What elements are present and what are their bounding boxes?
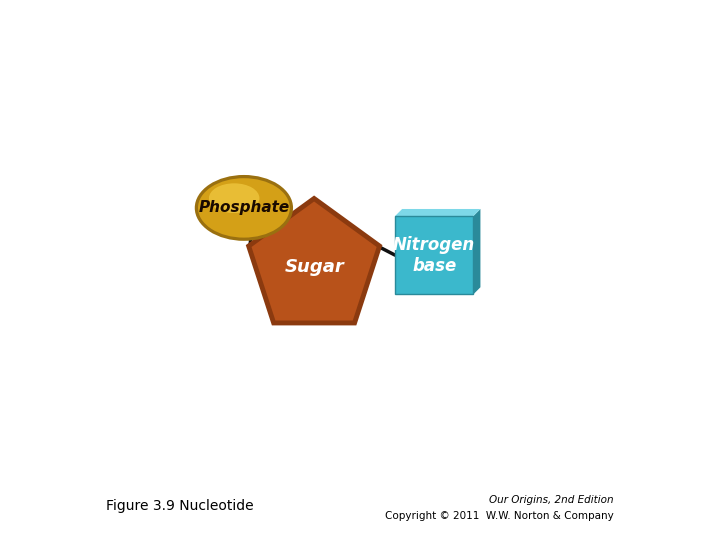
Ellipse shape — [209, 183, 259, 213]
Ellipse shape — [198, 178, 289, 238]
Polygon shape — [246, 195, 382, 326]
Text: Nitrogen: Nitrogen — [393, 237, 475, 254]
FancyBboxPatch shape — [395, 216, 474, 294]
Text: Sugar: Sugar — [284, 258, 344, 276]
Text: Phosphate: Phosphate — [198, 200, 289, 215]
Text: Copyright © 2011  W.W. Norton & Company: Copyright © 2011 W.W. Norton & Company — [385, 511, 613, 521]
Text: Figure 3.9 Nucleotide: Figure 3.9 Nucleotide — [107, 499, 254, 513]
Polygon shape — [250, 200, 378, 322]
Text: Our Origins, 2nd Edition: Our Origins, 2nd Edition — [489, 495, 613, 505]
Text: base: base — [412, 257, 456, 275]
Polygon shape — [474, 209, 480, 294]
Ellipse shape — [194, 175, 293, 241]
Polygon shape — [395, 209, 480, 216]
